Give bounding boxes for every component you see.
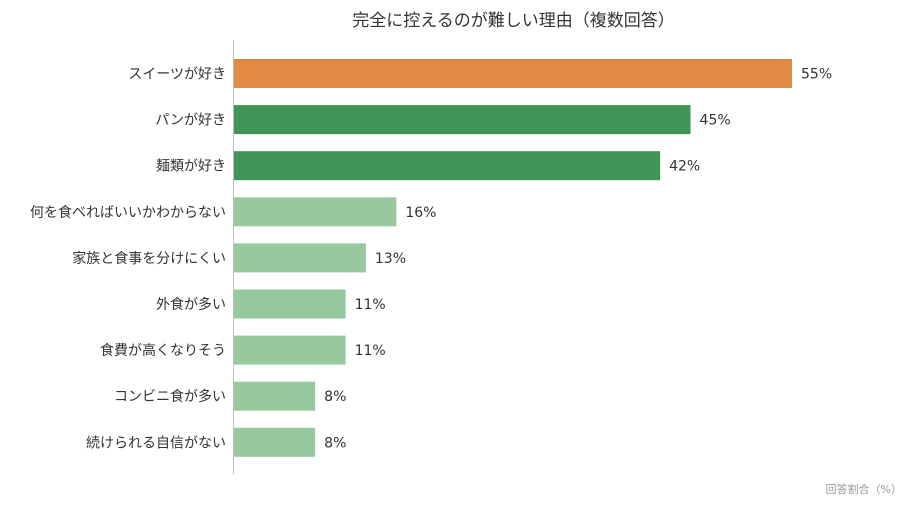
- chart-title: 完全に控えるのが難しい理由（複数回答）: [352, 11, 675, 31]
- value-label-5: 13%: [375, 251, 406, 267]
- category-label-5: 家族と食事を分けにくい: [72, 250, 226, 267]
- bar-5: [234, 243, 366, 273]
- bar-2: [234, 105, 691, 135]
- bar-8: [234, 381, 316, 411]
- category-label-4: 何を食べればいいかわからない: [30, 204, 226, 221]
- category-label-9: 続けられる自信がない: [86, 434, 226, 451]
- value-label-2: 45%: [700, 113, 731, 129]
- bar-1: [234, 59, 792, 88]
- bar-4: [234, 197, 397, 227]
- category-label-2: パンが好き: [155, 113, 226, 129]
- value-label-6: 11%: [355, 297, 386, 313]
- bar-3: [234, 151, 661, 181]
- category-label-7: 食費が高くなりそう: [100, 342, 226, 359]
- bars-layer: スイーツが好き 55% パンが好き 45% 麺類が好き 42% 何を食べればいいかわからない…: [30, 59, 832, 457]
- category-label-3: 麺類が好き: [156, 159, 226, 175]
- bar-6: [234, 289, 346, 319]
- value-label-4: 16%: [405, 205, 436, 221]
- category-label-8: コンビニ食が多い: [114, 388, 226, 405]
- category-label-6: 外食が多い: [156, 296, 226, 313]
- value-label-8: 8%: [324, 389, 346, 405]
- value-label-3: 42%: [669, 159, 700, 175]
- bar-7: [234, 335, 346, 365]
- value-label-9: 8%: [324, 435, 346, 451]
- category-label-1: スイーツが好き: [128, 67, 226, 83]
- value-label-7: 11%: [355, 343, 386, 359]
- x-axis-label: 回答割合（%）: [825, 483, 902, 496]
- value-label-1: 55%: [801, 67, 832, 83]
- bar-9: [234, 427, 316, 457]
